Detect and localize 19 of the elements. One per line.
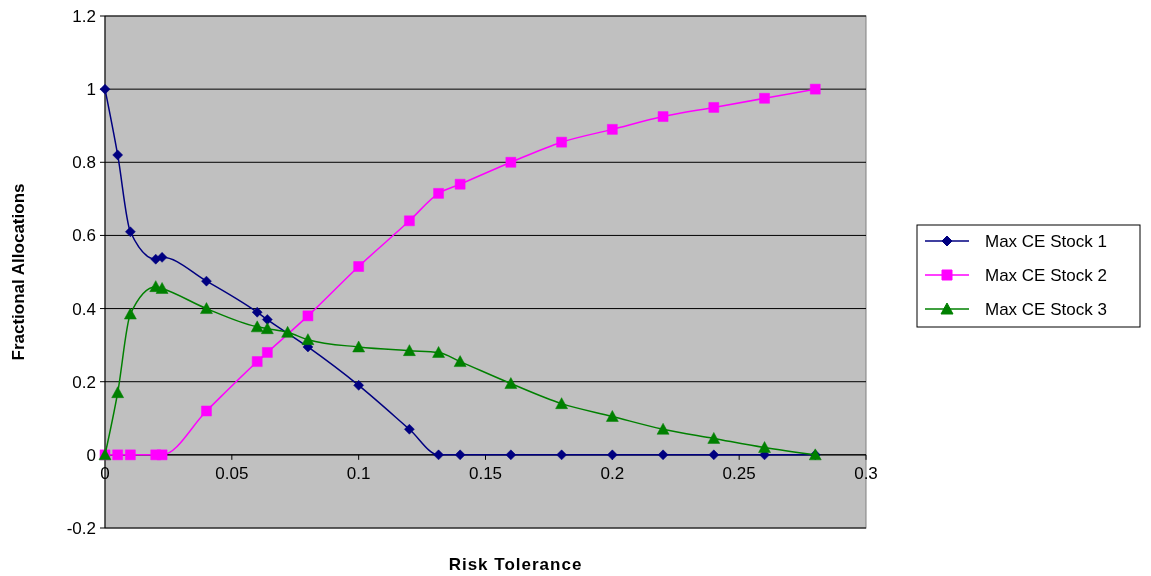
y-tick-label: 0.6 — [72, 226, 96, 246]
x-tick-label: 0.25 — [722, 463, 756, 483]
y-tick-label: 1 — [86, 80, 96, 100]
y-tick-label: 0.4 — [72, 299, 96, 319]
x-tick-label: 0.1 — [346, 463, 371, 483]
x-tick-label: 0.2 — [600, 463, 625, 483]
y-axis-title: Fractional Allocations — [9, 183, 28, 361]
legend-label: Max CE Stock 2 — [985, 265, 1107, 285]
x-axis-title: Risk Tolerance — [448, 555, 583, 574]
x-tick-label: 0.15 — [468, 463, 503, 483]
y-tick-label: 0.2 — [72, 372, 96, 392]
y-tick-label: 1.2 — [72, 6, 96, 26]
y-tick-label: -0.2 — [66, 518, 96, 538]
y-tick-label: 0 — [86, 445, 96, 465]
legend-label: Max CE Stock 3 — [985, 299, 1107, 319]
x-tick-label: 0.3 — [854, 463, 878, 483]
y-tick-label: 0.8 — [72, 153, 96, 173]
x-tick-label: 0.05 — [215, 463, 249, 483]
legend-label: Max CE Stock 1 — [985, 231, 1107, 251]
